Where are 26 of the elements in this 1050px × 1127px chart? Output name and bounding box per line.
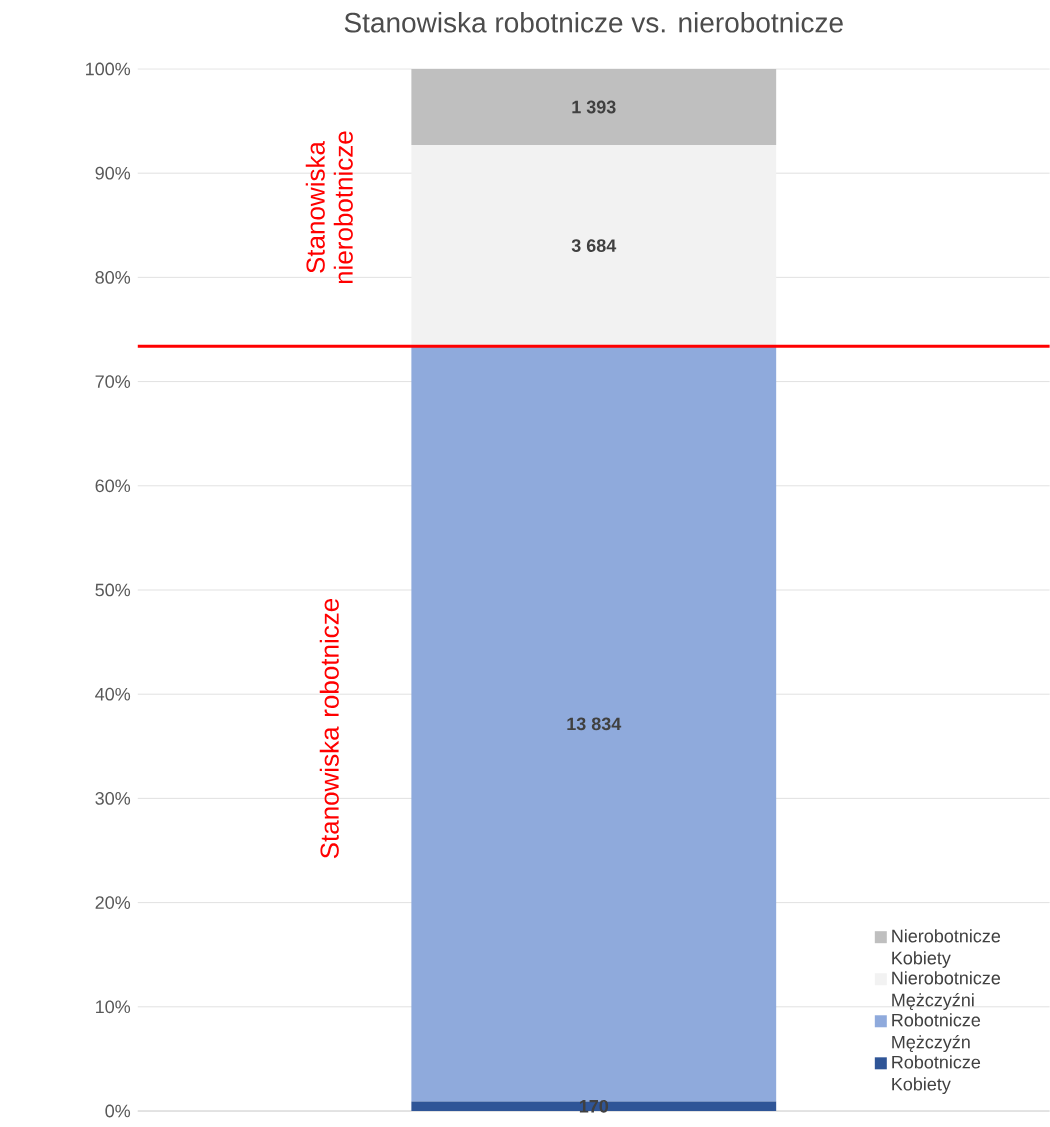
y-tick-label: 0% (105, 1104, 131, 1118)
y-tick-label: 90% (95, 166, 131, 180)
legend-label: Robotnicze Kobiety (892, 1055, 981, 1095)
annotation: 3 684 (571, 239, 617, 252)
annotation: 1 393 (572, 100, 616, 114)
bar (411, 145, 777, 347)
y-tick-label: 50% (95, 583, 131, 597)
y-tick-label: 20% (95, 896, 131, 909)
y-tick-label: 100% (86, 62, 131, 76)
y-tick-label: 30% (95, 792, 131, 805)
y-tick-label: 70% (95, 375, 131, 388)
annotation: 13 834 (567, 717, 622, 731)
y-tick-label: 60% (95, 479, 131, 493)
annotation: Stanowiska nierobotnicze (305, 131, 353, 284)
annotation: Stanowiska robotnicze (319, 598, 339, 859)
legend-label: Robotnicze Mężczyźn (892, 1013, 981, 1053)
legend-label: Nierobotnicze Mężczyźni (892, 971, 1001, 1011)
y-tick-label: 10% (96, 1000, 131, 1014)
bar (411, 346, 777, 1102)
legend-label: Nierobotnicze Kobiety (892, 929, 1001, 968)
annotation: 170 (580, 1099, 609, 1113)
bar (411, 1101, 777, 1111)
y-tick-label: 80% (95, 271, 131, 284)
y-tick-label: 40% (95, 687, 131, 701)
chart-title: Stanowiska robotnicze vs. nierobotnicze (344, 12, 843, 33)
bar (411, 68, 777, 146)
